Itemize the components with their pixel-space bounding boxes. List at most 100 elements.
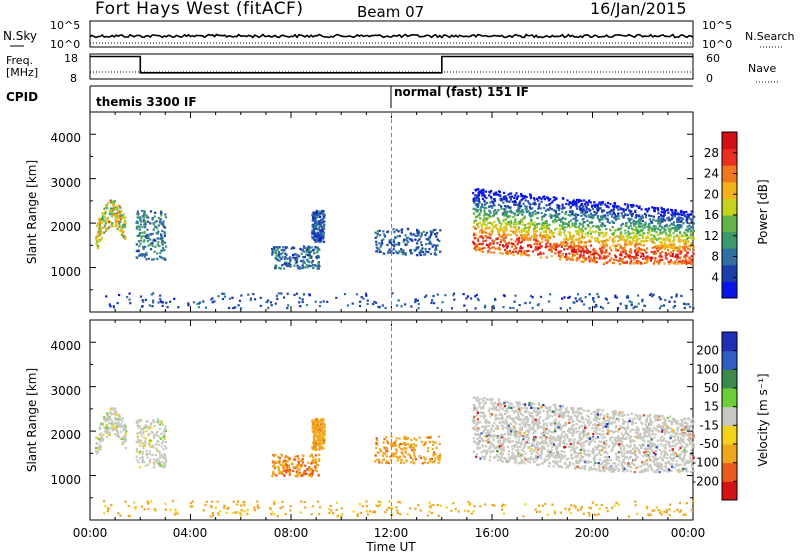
echo-cell-5	[670, 213, 673, 216]
echo-cell-5	[628, 250, 631, 253]
echo-cell-2	[318, 453, 321, 456]
echo-cell-0	[97, 238, 100, 241]
echo-cell-5	[565, 236, 568, 239]
power-colorbar-swatch	[722, 231, 737, 249]
echo-cell-6	[476, 297, 479, 301]
echo-cell-4	[417, 246, 420, 249]
echo-cell-5	[534, 246, 537, 249]
echo-cell-5	[653, 238, 656, 241]
echo-cell-5	[586, 431, 589, 435]
echo-cell-1	[163, 249, 166, 252]
echo-cell-5	[654, 227, 657, 230]
echo-cell-5	[687, 251, 690, 254]
echo-cell-1	[142, 218, 145, 221]
echo-cell-5	[659, 245, 662, 248]
echo-cell-3	[311, 425, 314, 428]
echo-cell-5	[570, 246, 573, 250]
echo-cell-2	[279, 267, 282, 270]
echo-cell-0	[95, 446, 98, 450]
echo-cell-5	[502, 238, 506, 241]
echo-cell-5	[690, 225, 693, 228]
echo-cell-5	[546, 238, 550, 241]
echo-cell-5	[660, 218, 663, 221]
echo-cell-6	[680, 294, 683, 298]
echo-cell-5	[657, 212, 660, 215]
echo-cell-2	[279, 472, 282, 475]
echo-cell-3	[319, 225, 322, 228]
echo-cell-5	[660, 211, 663, 214]
echo-cell-5	[689, 245, 692, 248]
echo-cell-5	[546, 240, 550, 243]
echo-cell-5	[478, 246, 481, 250]
echo-cell-2	[274, 264, 277, 267]
echo-cell-5	[602, 223, 605, 226]
echo-cell-5	[585, 208, 588, 211]
echo-cell-3	[321, 217, 324, 221]
echo-cell-5	[664, 228, 667, 232]
echo-cell-1	[143, 223, 146, 226]
echo-cell-0	[95, 244, 98, 247]
echo-cell-5	[577, 430, 580, 433]
echo-cell-5	[567, 238, 570, 241]
echo-cell-5	[591, 217, 594, 220]
echo-cell-5	[539, 242, 542, 245]
echo-cell-5	[545, 256, 548, 259]
echo-cell-5	[527, 249, 530, 252]
echo-cell-5	[576, 256, 580, 260]
echo-cell-1	[165, 459, 168, 463]
echo-cell-2	[307, 260, 310, 263]
echo-cell-5	[640, 240, 643, 243]
power-ylabel: Slant Range [km]	[25, 160, 39, 264]
echo-cell-0	[118, 211, 122, 215]
echo-cell-5	[492, 242, 495, 245]
echo-cell-5	[666, 217, 669, 220]
echo-cell-5	[686, 237, 689, 241]
echo-cell-5	[519, 241, 522, 244]
echo-cell-5	[512, 222, 516, 225]
echo-cell-0	[106, 418, 109, 421]
echo-cell-2	[310, 246, 313, 249]
echo-cell-5	[623, 466, 626, 469]
echo-cell-4	[405, 438, 408, 441]
echo-cell-5	[521, 223, 524, 226]
echo-cell-2	[302, 454, 305, 457]
echo-cell-2	[312, 458, 315, 461]
echo-cell-5	[583, 199, 586, 202]
echo-cell-1	[136, 210, 139, 213]
echo-cell-3	[313, 220, 317, 223]
echo-cell-2	[278, 456, 282, 459]
echo-cell-3	[311, 446, 314, 449]
echo-cell-0	[123, 426, 126, 429]
echo-cell-5	[690, 242, 693, 245]
echo-cell-4	[404, 451, 407, 454]
echo-cell-5	[489, 205, 493, 208]
echo-cell-5	[621, 235, 625, 238]
echo-cell-1	[152, 421, 155, 424]
echo-cell-5	[535, 230, 538, 233]
echo-cell-5	[673, 235, 676, 238]
echo-cell-5	[686, 438, 689, 441]
echo-cell-3	[313, 447, 316, 450]
echo-cell-4	[434, 453, 437, 456]
echo-cell-5	[604, 251, 607, 254]
echo-cell-5	[475, 249, 478, 252]
echo-cell-5	[564, 241, 567, 244]
echo-cell-4	[428, 247, 431, 251]
echo-cell-5	[485, 224, 488, 227]
echo-cell-2	[308, 473, 312, 476]
echo-cell-5	[677, 239, 681, 242]
echo-cell-0	[107, 202, 110, 205]
echo-cell-5	[538, 252, 541, 256]
echo-cell-5	[535, 463, 539, 466]
echo-cell-6	[159, 300, 162, 303]
echo-cell-0	[105, 205, 108, 208]
echo-cell-5	[513, 199, 517, 203]
echo-cell-5	[672, 212, 675, 215]
station-title: Fort Hays West (fitACF)	[95, 0, 303, 19]
echo-cell-5	[648, 230, 651, 233]
echo-cell-3	[319, 420, 322, 423]
echo-cell-2	[281, 454, 284, 457]
echo-cell-5	[504, 210, 507, 213]
echo-cell-5	[512, 253, 515, 256]
echo-cell-5	[533, 233, 536, 236]
